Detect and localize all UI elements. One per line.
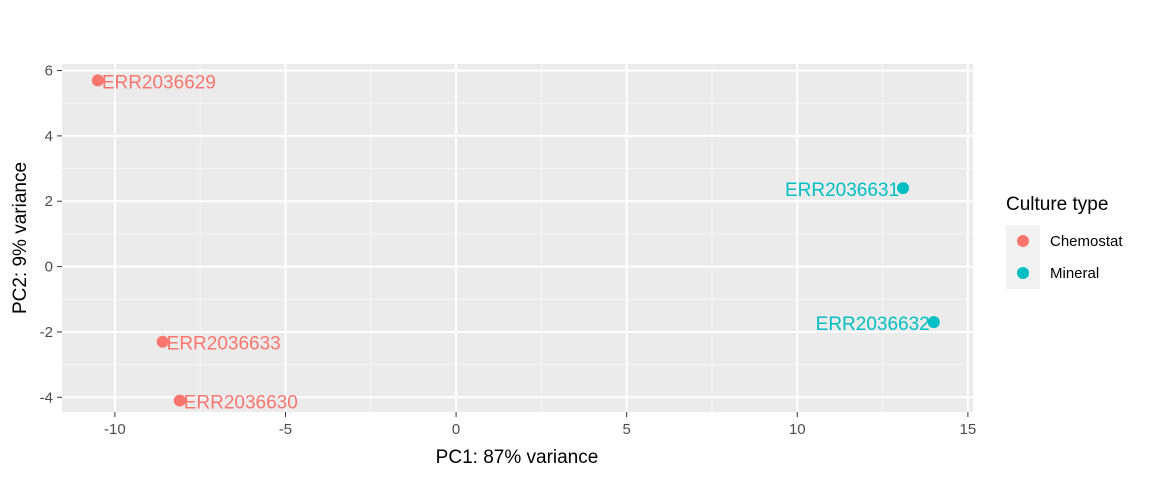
point-label: ERR2036631 — [785, 180, 899, 201]
data-point — [897, 182, 910, 195]
y-tick-label: 6 — [45, 63, 53, 80]
plot-panel — [62, 64, 973, 412]
axis-ticks: -10 -5 0 5 10 15 -4 -2 0 2 4 6 — [40, 63, 977, 438]
grid-major — [62, 64, 973, 412]
grid-minor — [62, 64, 973, 412]
legend: Culture type Chemostat Mineral — [1006, 194, 1123, 289]
data-point — [173, 394, 186, 407]
legend-symbol — [1017, 235, 1029, 247]
data-points — [91, 74, 940, 407]
data-point — [91, 74, 104, 87]
legend-title: Culture type — [1006, 194, 1108, 215]
x-tick-label: 15 — [960, 421, 977, 438]
y-tick-label: -2 — [40, 324, 53, 341]
y-tick-label: 0 — [45, 259, 53, 276]
legend-symbol — [1017, 267, 1029, 279]
point-label: ERR2036629 — [102, 72, 216, 93]
x-tick-label: 0 — [452, 421, 460, 438]
legend-label: Mineral — [1050, 265, 1099, 282]
data-point — [156, 335, 169, 348]
point-label: ERR2036632 — [816, 314, 930, 335]
x-axis-title: PC1: 87% variance — [436, 447, 599, 468]
y-tick-label: -4 — [40, 389, 53, 406]
x-tick-label: 5 — [623, 421, 631, 438]
data-point — [927, 316, 940, 329]
point-label: ERR2036630 — [184, 393, 298, 414]
y-axis-title: PC2: 9% variance — [10, 162, 31, 314]
y-tick-label: 2 — [45, 193, 53, 210]
x-tick-label: 10 — [789, 421, 806, 438]
y-tick-label: 4 — [45, 128, 53, 145]
point-labels: ERR2036629 ERR2036633 ERR2036630 ERR2036631… — [102, 72, 930, 413]
x-tick-label: -5 — [279, 421, 292, 438]
legend-label: Chemostat — [1050, 233, 1123, 250]
point-label: ERR2036633 — [167, 334, 281, 355]
x-tick-label: -10 — [104, 421, 126, 438]
